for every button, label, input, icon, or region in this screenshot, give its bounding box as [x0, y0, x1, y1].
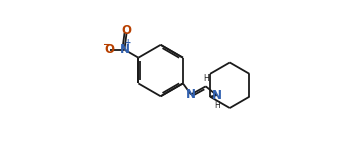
Text: H: H	[214, 101, 220, 110]
Text: H: H	[204, 74, 209, 83]
Text: N: N	[119, 43, 129, 56]
Text: N: N	[186, 88, 196, 101]
Text: O: O	[104, 43, 114, 56]
Text: +: +	[125, 38, 131, 47]
Text: N: N	[212, 89, 222, 102]
Text: −: −	[102, 40, 109, 49]
Text: O: O	[122, 24, 132, 37]
